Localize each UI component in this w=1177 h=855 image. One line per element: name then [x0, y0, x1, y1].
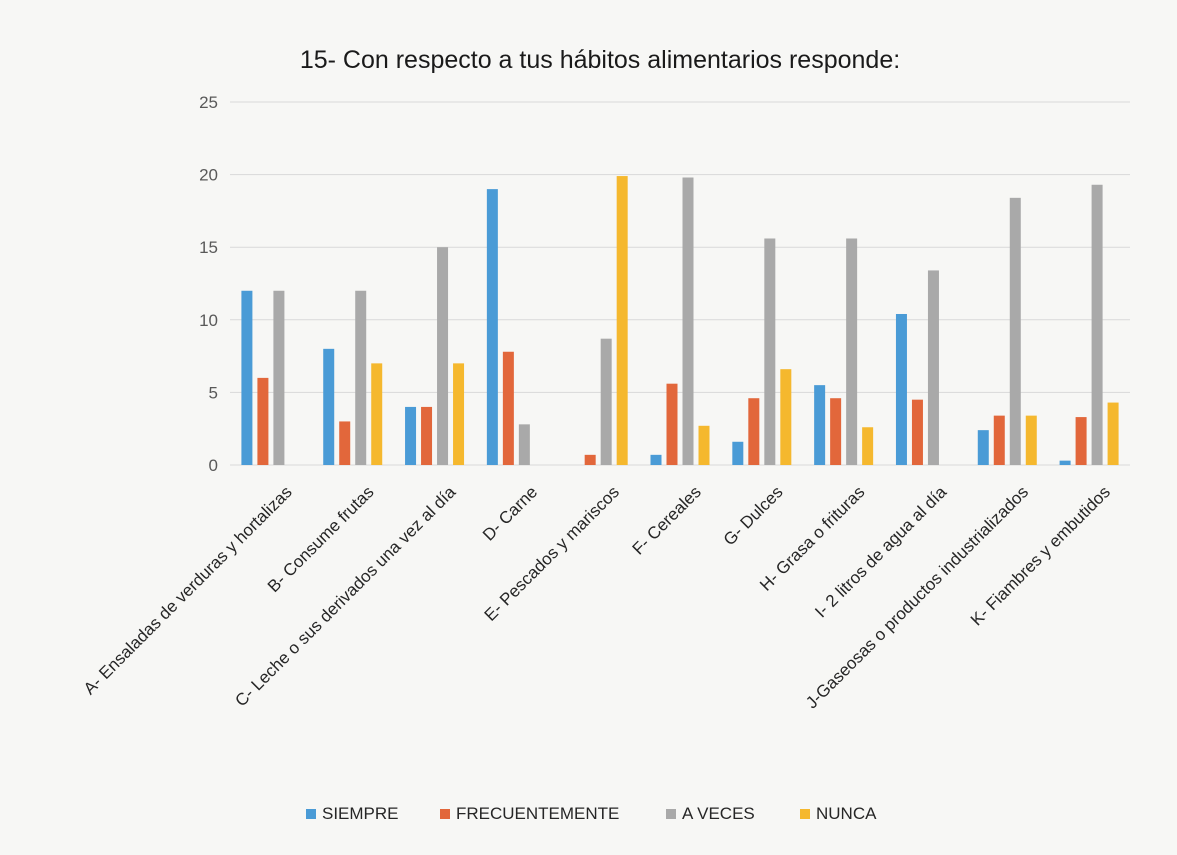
bar-frecuentemente [911, 399, 923, 465]
bar-nunca [862, 427, 874, 465]
bar-frecuentemente [748, 398, 760, 465]
bar-siempre [405, 406, 417, 465]
y-tick-label: 20 [199, 166, 218, 185]
x-axis-labels: A- Ensaladas de verduras y hortalizasB- … [80, 482, 1114, 712]
bar-nunca [616, 176, 628, 465]
bar-a-veces [355, 290, 367, 465]
bar-a-veces [518, 424, 530, 465]
legend-label: SIEMPRE [322, 804, 399, 823]
bar-a-veces [764, 238, 776, 465]
bar-nunca [453, 363, 465, 465]
legend-swatch [440, 809, 450, 819]
bar-nunca [1107, 402, 1119, 465]
legend-label: FRECUENTEMENTE [456, 804, 619, 823]
bar-a-veces [1091, 184, 1103, 465]
bar-siempre [1059, 460, 1071, 465]
x-tick-label: D- Carne [479, 482, 541, 544]
bar-a-veces [273, 290, 285, 465]
bar-frecuentemente [339, 421, 351, 465]
legend-label: NUNCA [816, 804, 877, 823]
bar-frecuentemente [993, 415, 1005, 465]
bar-a-veces [682, 177, 694, 465]
bar-frecuentemente [502, 351, 514, 465]
bar-nunca [371, 363, 383, 465]
x-tick-label: E- Pescados y mariscos [481, 482, 623, 624]
bar-frecuentemente [584, 454, 596, 465]
x-tick-label: F- Cereales [629, 482, 705, 558]
chart-title: 15- Con respecto a tus hábitos alimentar… [300, 46, 900, 74]
x-tick-label: I- 2 litros de agua al día [811, 482, 950, 621]
bar-a-veces [437, 247, 449, 465]
y-tick-label: 15 [199, 238, 218, 257]
bar-siempre [650, 454, 662, 465]
bar-nunca [698, 425, 710, 465]
legend-label: A VECES [682, 804, 755, 823]
x-tick-label: G- Dulces [720, 482, 787, 549]
y-tick-label: 0 [209, 456, 218, 475]
bar-nunca [1025, 415, 1037, 465]
bar-a-veces [927, 270, 939, 465]
bar-frecuentemente [666, 383, 678, 465]
legend-swatch [666, 809, 676, 819]
y-axis-ticks: 0 5 10 15 20 25 [199, 93, 218, 475]
legend-swatch [800, 809, 810, 819]
bar-frecuentemente [830, 398, 842, 465]
bar-siempre [977, 430, 989, 465]
bar-siempre [895, 313, 907, 465]
bar-siempre [486, 189, 498, 465]
legend: SIEMPRE FRECUENTEMENTE A VECES NUNCA [306, 804, 877, 823]
x-tick-label: K- Fiambres y embutidos [967, 482, 1114, 629]
legend-swatch [306, 809, 316, 819]
bars [241, 176, 1119, 465]
bar-frecuentemente [421, 406, 433, 465]
bar-frecuentemente [1075, 417, 1087, 465]
y-tick-label: 5 [209, 383, 218, 402]
bar-frecuentemente [257, 377, 269, 465]
y-tick-label: 25 [199, 93, 218, 112]
bar-a-veces [600, 338, 612, 465]
bar-siempre [732, 441, 744, 465]
bar-nunca [780, 369, 792, 465]
bar-a-veces [1009, 197, 1021, 465]
bar-siempre [323, 348, 335, 465]
bar-siempre [241, 290, 253, 465]
y-tick-label: 10 [199, 311, 218, 330]
bar-a-veces [846, 238, 858, 465]
bar-siempre [814, 385, 826, 465]
